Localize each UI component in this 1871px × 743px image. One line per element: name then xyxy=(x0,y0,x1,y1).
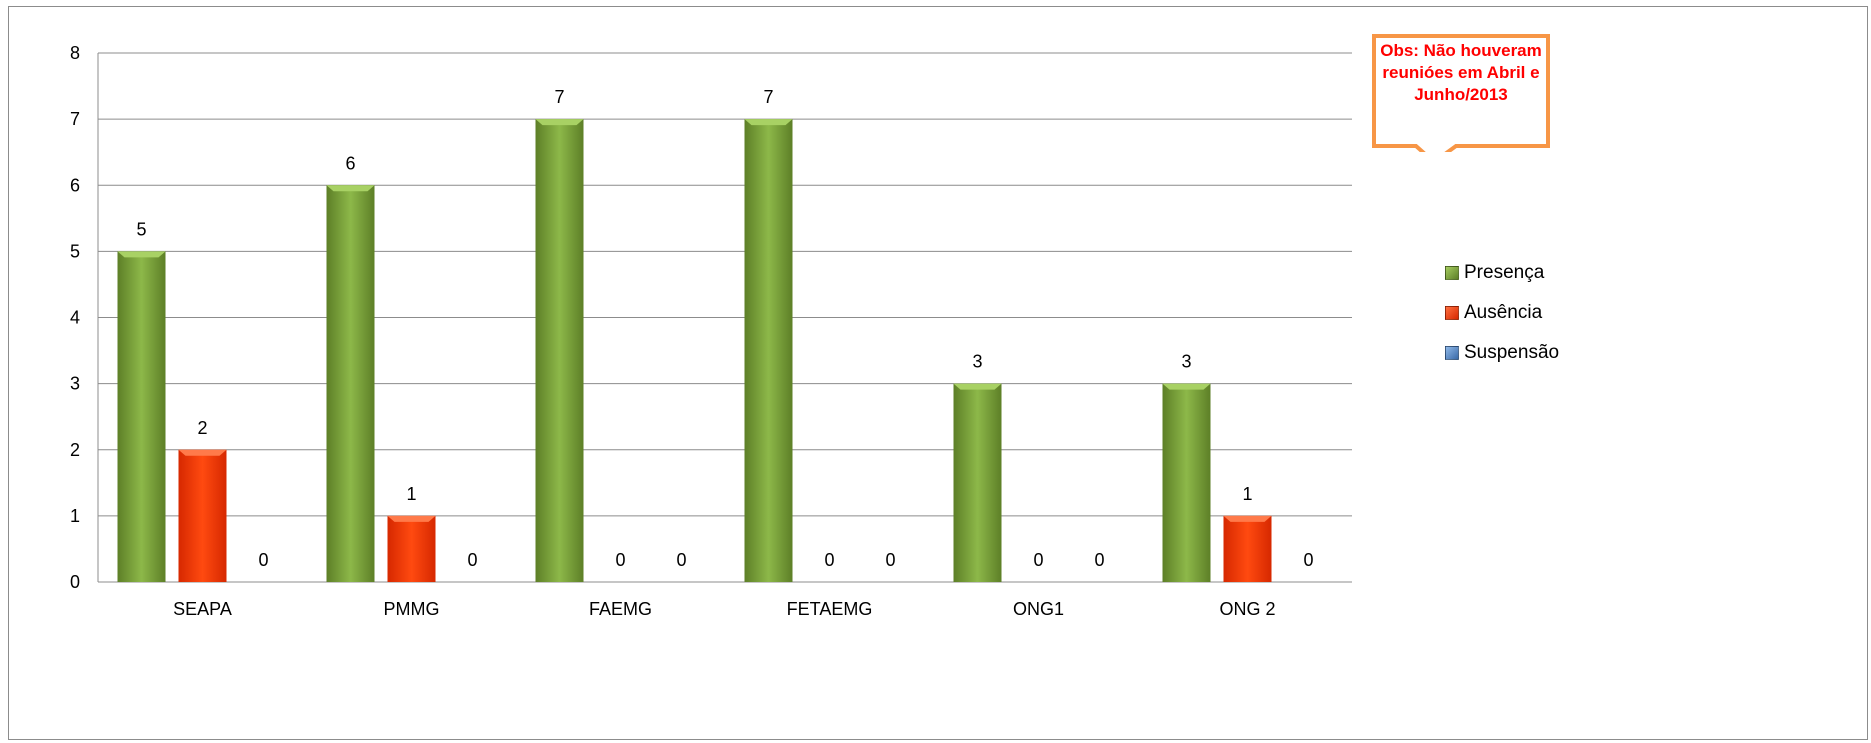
data-label: 5 xyxy=(136,219,146,239)
data-label: 0 xyxy=(615,550,625,570)
y-tick-label: 2 xyxy=(70,440,80,460)
bar-bevel xyxy=(117,251,166,258)
data-label: 1 xyxy=(1242,484,1252,504)
y-tick-label: 1 xyxy=(70,506,80,526)
bars xyxy=(117,119,1272,582)
data-label: 2 xyxy=(197,418,207,438)
bar-bevel xyxy=(1162,383,1211,390)
data-label: 0 xyxy=(1033,550,1043,570)
y-tick-label: 8 xyxy=(70,43,80,63)
legend-item-presenca: Presença xyxy=(1445,262,1559,284)
legend-label: Presença xyxy=(1464,262,1545,283)
data-label: 3 xyxy=(1181,352,1191,372)
legend-label: Ausência xyxy=(1464,302,1543,323)
bar-ausência-ong-2 xyxy=(1223,515,1272,582)
bar-ausência-seapa xyxy=(178,449,227,582)
bar-bevel xyxy=(387,515,436,522)
bar-presença-pmmg xyxy=(326,185,375,582)
annotation-text: Obs: Não houveram reunióes em Abril e Ju… xyxy=(1380,41,1542,104)
bar-bevel xyxy=(1223,515,1272,522)
bar-bevel xyxy=(953,383,1002,390)
data-label: 0 xyxy=(258,550,268,570)
data-label: 0 xyxy=(676,550,686,570)
bar-ausência-pmmg xyxy=(387,515,436,582)
axes xyxy=(97,53,1352,583)
bar-presença-faemg xyxy=(535,119,584,582)
legend: Presença Ausência Suspensão xyxy=(1445,262,1559,382)
bar-bevel xyxy=(744,119,793,126)
bar-presença-fetaemg xyxy=(744,119,793,582)
data-label: 7 xyxy=(554,87,564,107)
y-tick-label: 5 xyxy=(70,241,80,261)
x-tick-label: FETAEMG xyxy=(787,599,873,619)
annotation-callout xyxy=(1372,34,1550,152)
data-label: 0 xyxy=(1303,550,1313,570)
x-tick-label: FAEMG xyxy=(589,599,652,619)
bar-presença-ong-2 xyxy=(1162,383,1211,582)
legend-swatch-red xyxy=(1445,306,1459,320)
chart-frame xyxy=(8,6,1868,740)
legend-swatch-green xyxy=(1445,266,1459,280)
y-tick-label: 7 xyxy=(70,109,80,129)
y-tick-label: 6 xyxy=(70,175,80,195)
legend-label: Suspensão xyxy=(1464,342,1560,363)
y-tick-label: 3 xyxy=(70,374,80,394)
x-tick-label: PMMG xyxy=(384,599,440,619)
data-label: 1 xyxy=(406,484,416,504)
legend-item-suspensao: Suspensão xyxy=(1445,342,1559,364)
bar-presença-seapa xyxy=(117,251,166,582)
data-label: 6 xyxy=(345,153,355,173)
labels: 0 1 2 3 4 5 6 7 8 5 2 0 SEAPA 6 1 0 PMMG 7 0 0 FAEMG 7 0 0 FETAE… xyxy=(70,43,1314,619)
x-tick-label: ONG 2 xyxy=(1219,599,1275,619)
data-label: 7 xyxy=(763,87,773,107)
bar-presença-ong1 xyxy=(953,383,1002,582)
x-tick-label: SEAPA xyxy=(173,599,232,619)
bar-bevel xyxy=(535,119,584,126)
data-label: 0 xyxy=(1094,550,1104,570)
legend-item-ausencia: Ausência xyxy=(1445,302,1559,324)
data-label: 0 xyxy=(467,550,477,570)
data-label: 3 xyxy=(972,352,982,372)
bar-bevel xyxy=(326,185,375,192)
y-tick-label: 0 xyxy=(70,572,80,592)
data-label: 0 xyxy=(885,550,895,570)
x-tick-label: ONG1 xyxy=(1013,599,1064,619)
y-tick-label: 4 xyxy=(70,308,80,328)
legend-swatch-blue xyxy=(1445,346,1459,360)
bar-bevel xyxy=(178,449,227,456)
data-label: 0 xyxy=(824,550,834,570)
